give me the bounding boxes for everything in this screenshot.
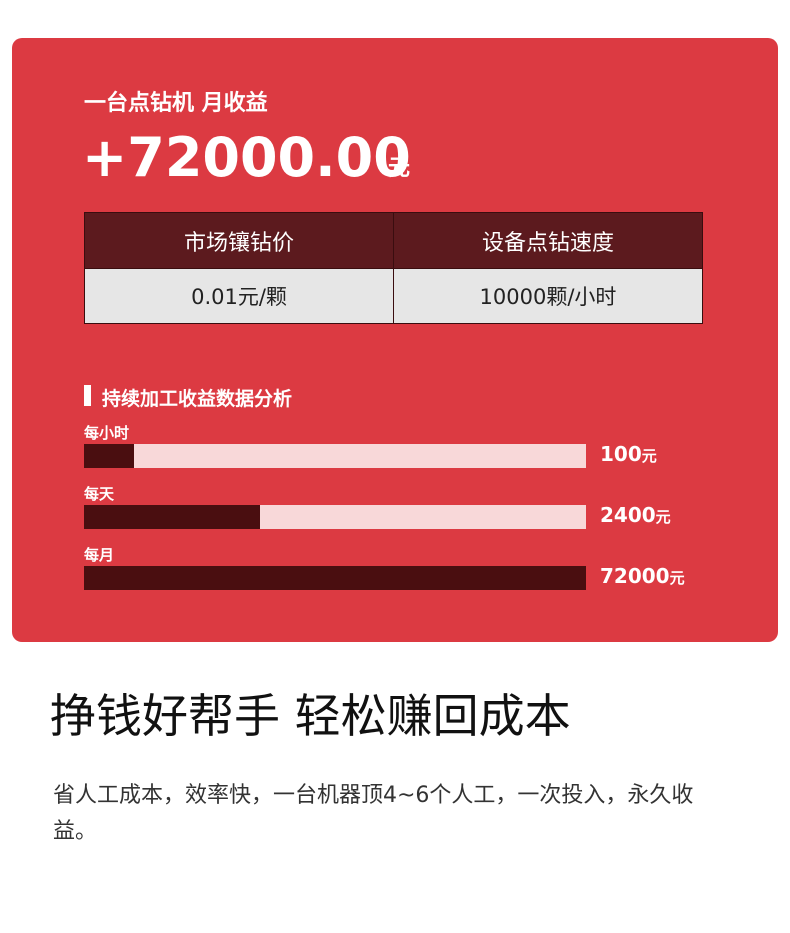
bar-fill (84, 566, 586, 590)
bar-item: 每月 72000元 (84, 544, 704, 590)
bar-track (84, 566, 586, 590)
value-unit: 元 (655, 508, 671, 526)
bar-track (84, 444, 586, 468)
bar-fill (84, 444, 135, 468)
value-unit: 元 (669, 569, 685, 587)
bar-label: 每月 (84, 546, 115, 564)
bar-item: 每小时 100元 (84, 422, 704, 468)
bar-value: 72000元 (600, 564, 685, 588)
card-label: 一台点钻机 月收益 (84, 91, 268, 116)
bar-fill (84, 505, 260, 529)
price-table: 市场镶钻价 设备点钻速度 0.01元/颗 10000颗/小时 (84, 212, 703, 324)
revenue-card: 一台点钻机 月收益 +72000.00 元 市场镶钻价 设备点钻速度 0.01元/… (12, 38, 778, 642)
bar-value: 2400元 (600, 503, 671, 527)
bar-label: 每小时 (84, 424, 130, 442)
table-header: 设备点钻速度 (393, 212, 703, 269)
section-title: 持续加工收益数据分析 (84, 384, 292, 411)
bar-value: 100元 (600, 442, 657, 466)
value-number: 2400 (600, 503, 656, 527)
table-cell: 0.01元/颗 (84, 268, 394, 324)
bar-label: 每天 (84, 485, 115, 503)
headline: 挣钱好帮手 轻松赚回成本 (50, 689, 571, 743)
bar-track (84, 505, 586, 529)
amount: +72000.00 (82, 126, 411, 189)
value-unit: 元 (641, 447, 657, 465)
value-number: 72000 (600, 564, 670, 588)
body-text: 省人工成本，效率快，一台机器顶4~6个人工，一次投入，永久收益。 (53, 783, 694, 844)
table-header: 市场镶钻价 (84, 212, 394, 269)
table-cell: 10000颗/小时 (393, 268, 703, 324)
amount-unit: 元 (388, 156, 411, 181)
bar-item: 每天 2400元 (84, 483, 704, 529)
value-number: 100 (600, 442, 642, 466)
